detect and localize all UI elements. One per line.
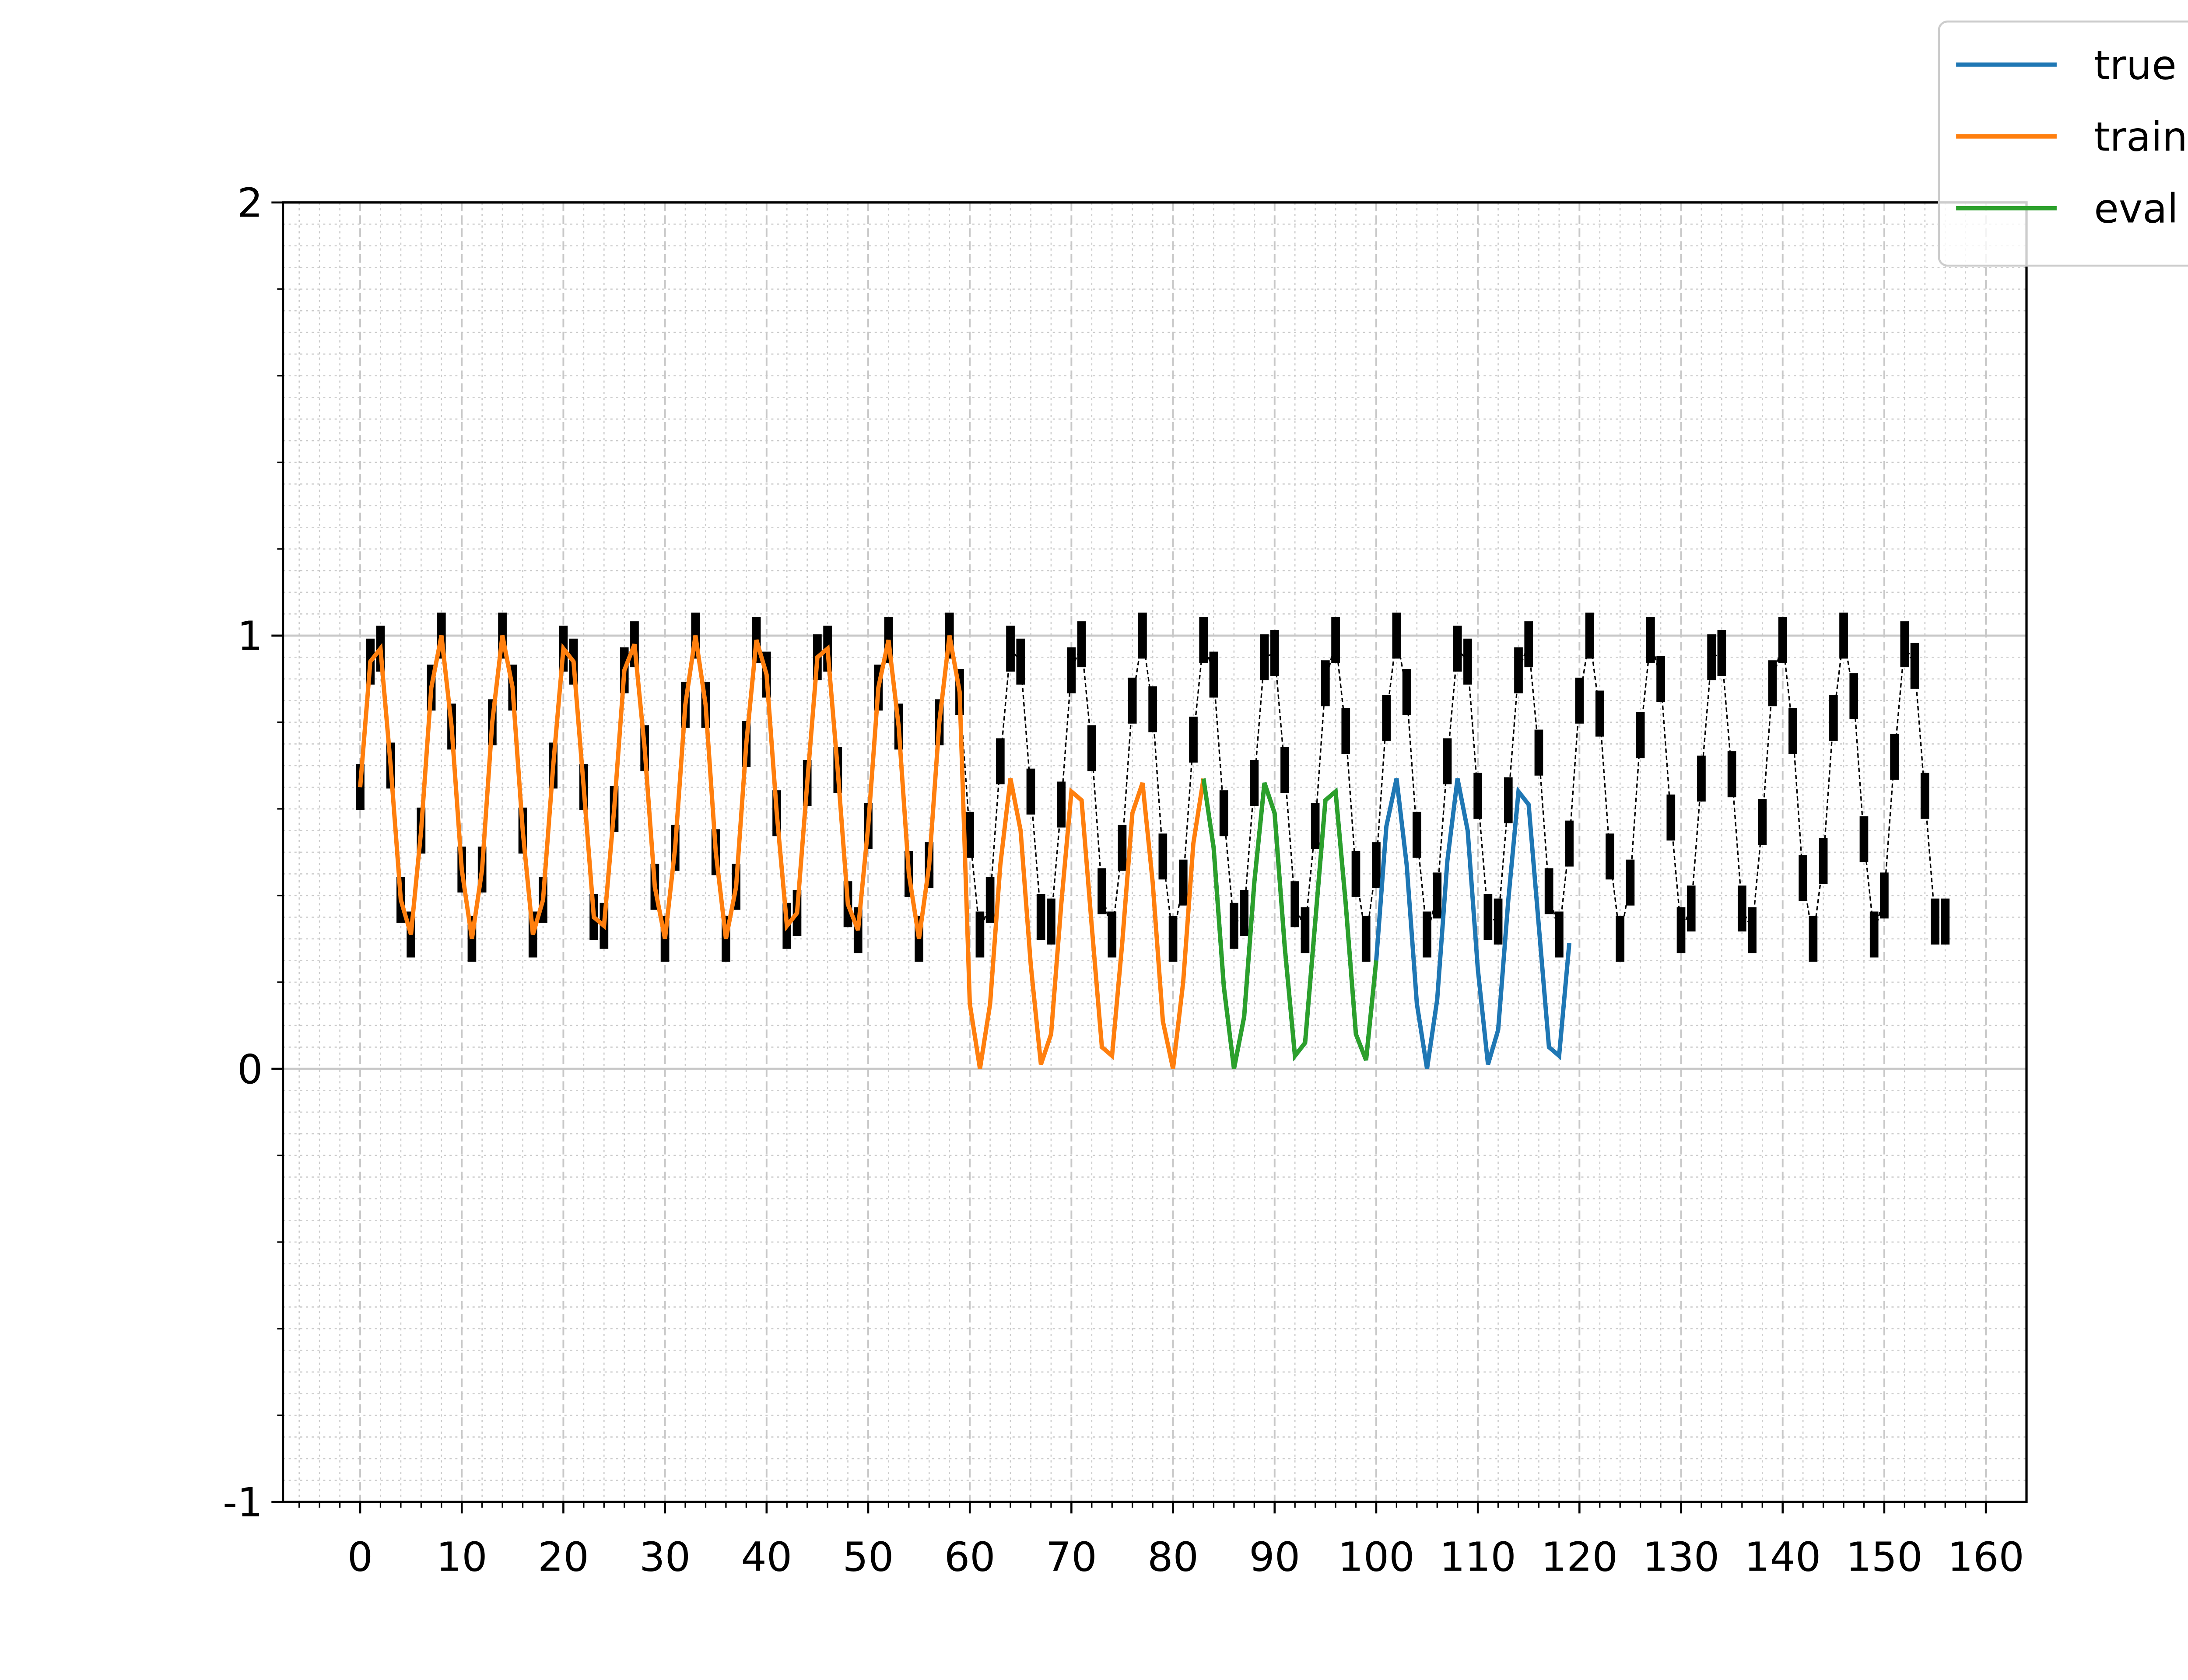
x-tick-label: 130	[1643, 1534, 1719, 1581]
x-tick-label: 100	[1338, 1534, 1414, 1581]
x-tick-label: 80	[1147, 1534, 1199, 1581]
legend-box	[1938, 20, 2188, 267]
x-tick-label: 40	[741, 1534, 792, 1581]
x-tick-label: 0	[347, 1534, 373, 1581]
y-tick-label: 0	[237, 1046, 263, 1093]
x-tick-label: 150	[1846, 1534, 1922, 1581]
x-tick-label: 110	[1439, 1534, 1516, 1581]
axes-frame	[281, 201, 2028, 1503]
x-tick-label: 20	[538, 1534, 589, 1581]
legend-label: true	[2094, 42, 2177, 89]
x-tick-label: 160	[1947, 1534, 2024, 1581]
y-tick-label: 1	[237, 613, 263, 660]
legend: true train eval	[1938, 20, 2188, 267]
x-tick-label: 50	[843, 1534, 894, 1581]
series-line	[1201, 778, 1378, 1069]
x-tick-label: 90	[1249, 1534, 1300, 1581]
x-tick-label: 60	[944, 1534, 996, 1581]
plot	[356, 612, 1950, 1069]
y-tick-label: 2	[237, 180, 263, 227]
legend-label: train	[2094, 114, 2188, 161]
x-tick-label: 10	[436, 1534, 487, 1581]
x-tick-label: 30	[639, 1534, 691, 1581]
legend-label: eval	[2094, 186, 2178, 232]
series-line	[358, 635, 1206, 1069]
y-tick-label: -1	[223, 1479, 263, 1526]
x-tick-label: 120	[1541, 1534, 1618, 1581]
x-tick-label: 70	[1046, 1534, 1097, 1581]
axes: 0 10 20 30 40 50 60 70 80 90 100 110 120 130 140 150 160…	[223, 180, 2024, 1581]
x-tick-label: 140	[1744, 1534, 1821, 1581]
